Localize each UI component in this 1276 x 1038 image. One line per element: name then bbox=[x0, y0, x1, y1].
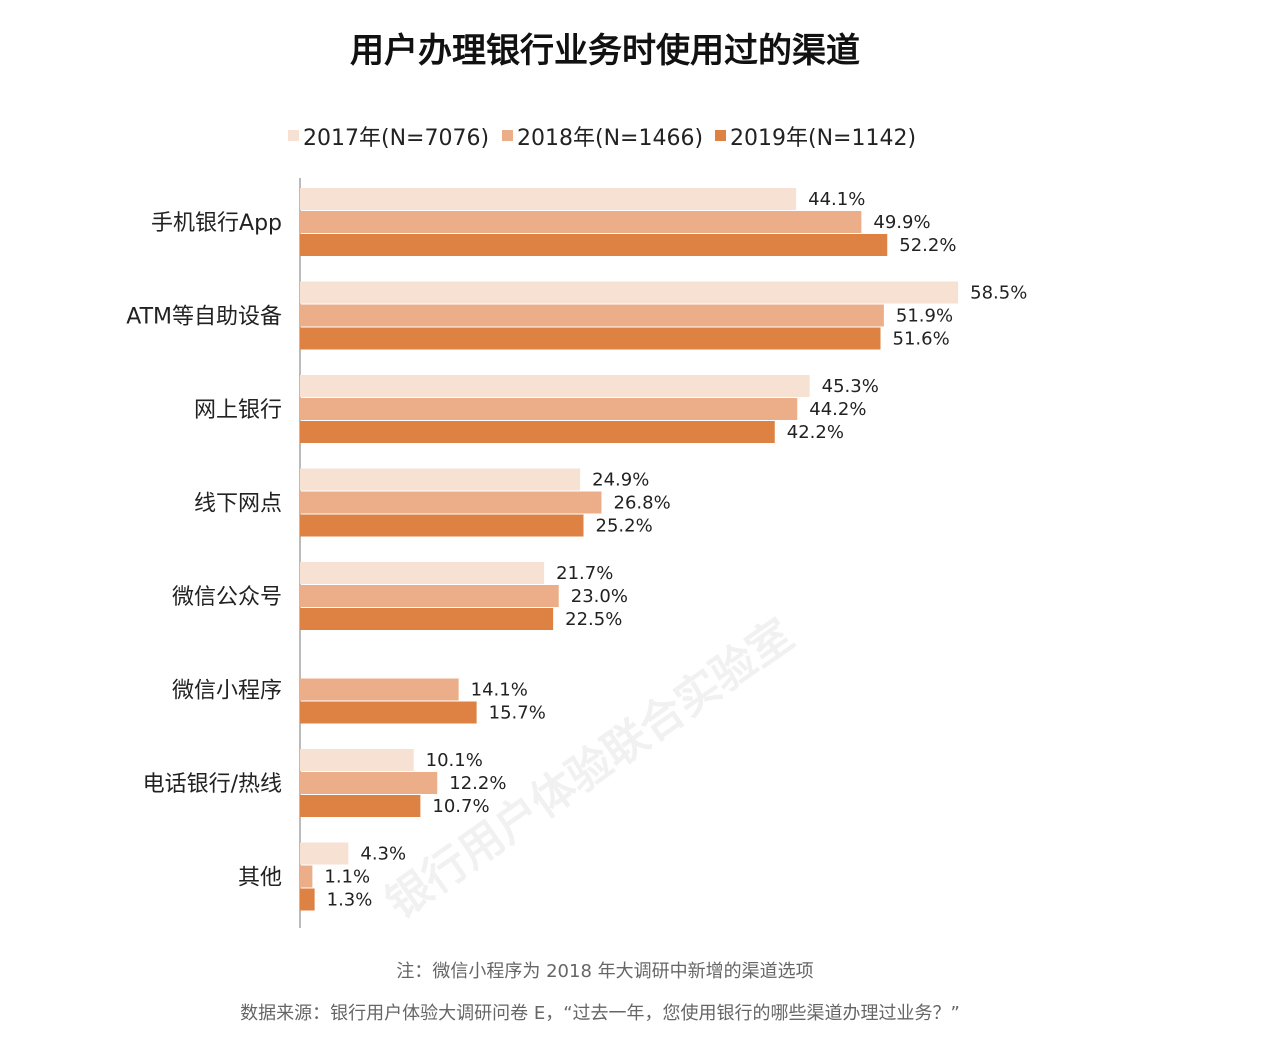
category-label: 网上银行 bbox=[194, 398, 282, 423]
data-label: 15.7% bbox=[489, 703, 546, 724]
legend-label: 2018年(N=1466) bbox=[517, 126, 703, 151]
data-label: 25.2% bbox=[596, 516, 653, 537]
bar bbox=[300, 398, 798, 420]
bar bbox=[300, 795, 421, 817]
data-label: 42.2% bbox=[787, 422, 844, 443]
bar bbox=[300, 304, 884, 327]
bar bbox=[300, 281, 959, 304]
value-labels: 44.1% 49.9%52.2% 58.5% 51.9%51.6% 45.3%44.2%… bbox=[324, 189, 1027, 911]
data-label: 51.9% bbox=[896, 306, 953, 327]
bar bbox=[300, 678, 459, 701]
bar bbox=[300, 234, 888, 256]
legend-swatch bbox=[715, 130, 726, 141]
data-label: 44.2% bbox=[809, 399, 866, 420]
data-label: 22.5% bbox=[565, 609, 622, 630]
data-label: 49.9% bbox=[873, 212, 930, 233]
data-label: 51.6% bbox=[893, 329, 950, 350]
data-label: 1.1% bbox=[324, 867, 370, 888]
bar bbox=[300, 211, 862, 233]
data-label: 14.1% bbox=[471, 680, 528, 701]
legend-swatch bbox=[288, 130, 299, 141]
category-label: ATM等自助设备 bbox=[126, 305, 282, 330]
data-label: 26.8% bbox=[614, 493, 671, 514]
data-label: 1.3% bbox=[327, 890, 373, 911]
data-label: 10.1% bbox=[426, 750, 483, 771]
category-label: 手机银行App bbox=[151, 211, 282, 236]
bar bbox=[300, 491, 602, 514]
bar bbox=[300, 772, 438, 794]
chart-title: 用户办理银行业务时使用过的渠道 bbox=[350, 31, 860, 71]
legend: 2017年(N=7076) 2018年(N=1466) 2019年(N=1142) bbox=[288, 126, 916, 151]
data-label: 23.0% bbox=[571, 586, 628, 607]
data-label: 58.5% bbox=[970, 283, 1027, 304]
bar bbox=[300, 842, 349, 865]
legend-label: 2019年(N=1142) bbox=[730, 126, 916, 151]
footnote: 注：微信小程序为 2018 年大调研中新增的渠道选项 bbox=[396, 961, 813, 982]
category-label: 微信公众号 bbox=[172, 585, 282, 610]
data-label: 52.2% bbox=[899, 235, 956, 256]
category-label: 微信小程序 bbox=[172, 679, 282, 704]
bar bbox=[300, 188, 797, 210]
bars bbox=[300, 188, 959, 911]
bar bbox=[300, 421, 775, 443]
data-label: 24.9% bbox=[592, 470, 649, 491]
data-label: 10.7% bbox=[432, 796, 489, 817]
category-label: 其他 bbox=[238, 866, 282, 891]
data-label: 44.1% bbox=[808, 189, 865, 210]
bar bbox=[300, 585, 559, 607]
bar bbox=[300, 514, 584, 537]
data-label: 21.7% bbox=[556, 563, 613, 584]
bar bbox=[300, 701, 477, 724]
bar bbox=[300, 749, 414, 771]
category-labels: 手机银行App ATM等自助设备网上银行线下网点微信公众号微信小程序电话银行/热线… bbox=[126, 211, 282, 891]
data-source: 数据来源：银行用户体验大调研问卷 E，“过去一年，您使用银行的哪些渠道办理过业务… bbox=[240, 1003, 960, 1024]
bar bbox=[300, 608, 554, 630]
legend-swatch bbox=[502, 130, 513, 141]
bar bbox=[300, 468, 581, 491]
bar bbox=[300, 888, 315, 911]
data-label: 45.3% bbox=[822, 376, 879, 397]
bar bbox=[300, 562, 545, 584]
data-label: 4.3% bbox=[360, 844, 406, 865]
category-label: 线下网点 bbox=[194, 492, 282, 517]
bar bbox=[300, 375, 810, 397]
category-label: 电话银行/热线 bbox=[143, 772, 282, 797]
bar bbox=[300, 327, 881, 350]
legend-label: 2017年(N=7076) bbox=[303, 126, 489, 151]
data-label: 12.2% bbox=[449, 773, 506, 794]
bar bbox=[300, 865, 313, 888]
